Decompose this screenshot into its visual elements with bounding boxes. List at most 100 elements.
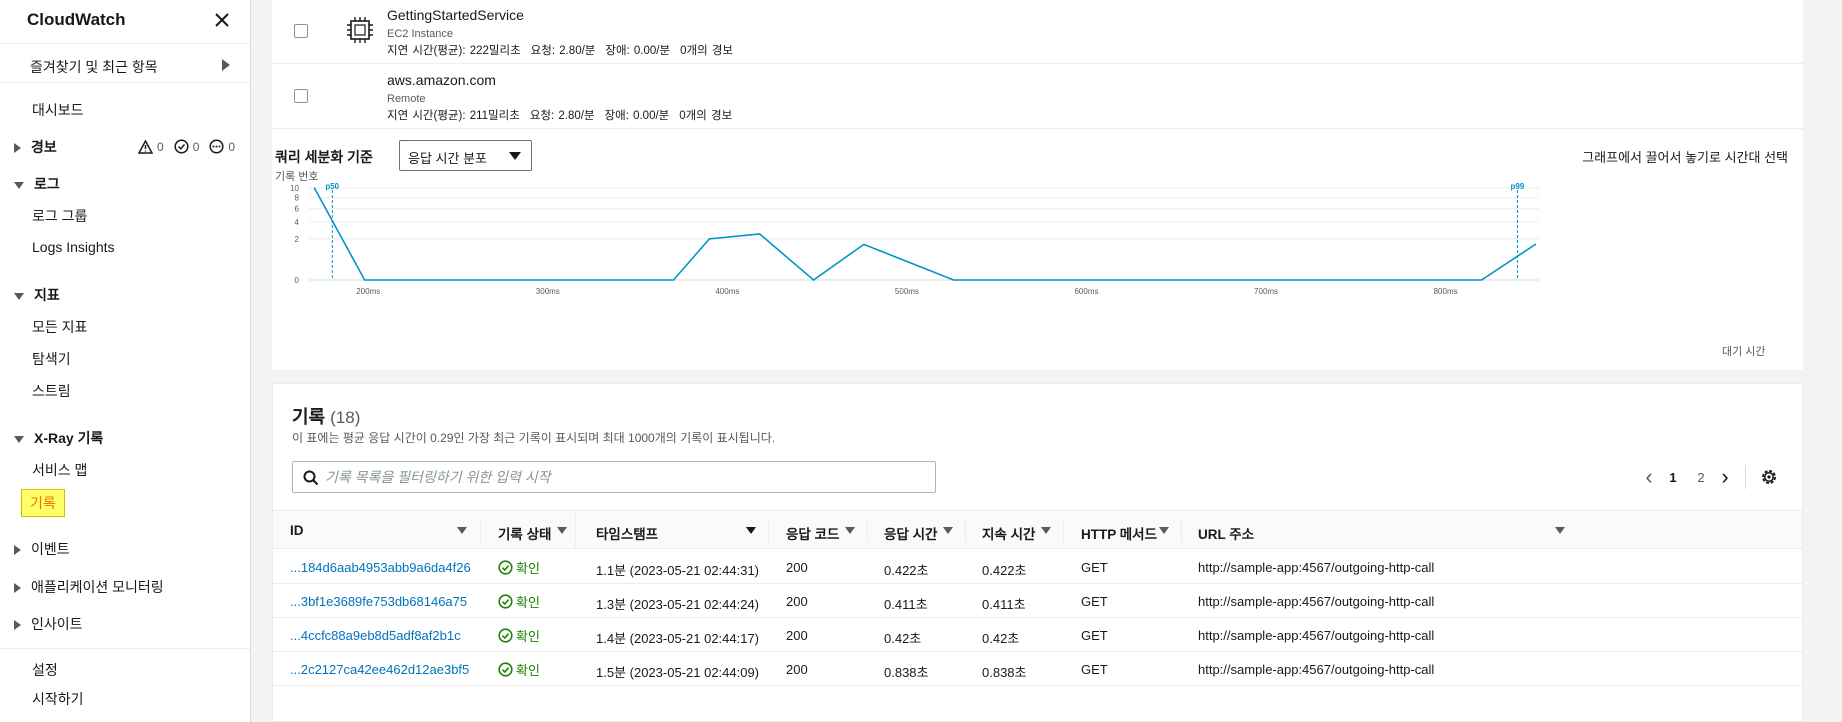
pagination: ‹ 1 2 › xyxy=(1639,462,1802,492)
node-checkbox[interactable] xyxy=(294,89,308,103)
traces-title: 기록 (18) xyxy=(292,403,360,429)
trace-status: 확인 xyxy=(498,626,540,645)
page-1[interactable]: 1 xyxy=(1669,469,1677,485)
sidebar-section-metrics[interactable]: 지표 xyxy=(14,285,60,305)
traces-title-text: 기록 xyxy=(292,407,326,427)
graph-y-label: 기록 번호 xyxy=(275,171,319,183)
sidebar-section-events[interactable]: 이벤트 xyxy=(14,539,70,559)
sidebar-section-insights[interactable]: 인사이트 xyxy=(14,614,83,634)
divider xyxy=(0,43,250,44)
sidebar: CloudWatch 즐겨찾기 및 최근 항목 대시보드 경보 0 0 0 로그… xyxy=(0,0,251,722)
status-ok-icon xyxy=(498,662,513,677)
trace-status: 확인 xyxy=(498,558,540,577)
y-tick-label: 4 xyxy=(295,218,300,227)
trace-url: http://sample-app:4567/outgoing-http-cal… xyxy=(1198,662,1435,677)
col-id[interactable]: ID xyxy=(290,523,304,538)
caret-down-icon xyxy=(14,181,24,189)
divider xyxy=(0,82,250,83)
search-icon xyxy=(303,470,319,486)
column-separator xyxy=(965,520,966,542)
gear-icon[interactable] xyxy=(1760,468,1778,486)
col-status[interactable]: 기록 상태 xyxy=(498,527,552,542)
page-2[interactable]: 2 xyxy=(1697,469,1705,485)
y-tick-label: 2 xyxy=(295,235,300,244)
data-point xyxy=(758,233,761,235)
sort-icon[interactable] xyxy=(943,527,953,534)
sidebar-section-logs[interactable]: 로그 xyxy=(14,174,60,194)
node-type: Remote xyxy=(387,93,426,105)
prev-page-icon[interactable]: ‹ xyxy=(1645,464,1653,489)
sidebar-item-service-map[interactable]: 서비스 맵 xyxy=(32,462,88,478)
response-time-chart[interactable]: 108 6 4 2 0 200ms 300ms 400ms 500ms 600ms 700ms 800… xyxy=(272,180,1803,355)
node-checkbox[interactable] xyxy=(294,24,308,38)
node-stats: 지연 시간(평균): 222밀리초 요청: 2.80/분 장애: 0.00/분 0개의… xyxy=(387,42,743,58)
column-separator xyxy=(480,520,481,542)
alarm-count: 0 xyxy=(157,139,164,154)
sidebar-section-app-monitoring[interactable]: 애플리케이션 모니터링 xyxy=(14,577,164,597)
sidebar-item-all-metrics[interactable]: 모든 지표 xyxy=(32,319,88,335)
table-row[interactable]: ...4ccfc88a9eb8d5adf8af2b1c 확인 1.4분 (2023-… xyxy=(273,618,1802,652)
col-response-time[interactable]: 응답 시간 xyxy=(884,527,938,542)
favorites-arrow-icon[interactable] xyxy=(222,59,230,71)
table-row[interactable]: ...184d6aab4953abb9a6da4f26 확인 1.1분 (2023-… xyxy=(273,550,1802,584)
trace-id-link[interactable]: ...3bf1e3689fe753db68146a75 xyxy=(290,594,468,609)
sidebar-item-getting-started[interactable]: 시작하기 xyxy=(32,691,84,707)
trace-filter-field[interactable] xyxy=(292,461,936,493)
sidebar-item-logs-insights[interactable]: Logs Insights xyxy=(32,239,115,255)
y-tick-label: 6 xyxy=(295,205,300,214)
trace-id-link[interactable]: ...2c2127ca42ee462d12ae3bf5 xyxy=(290,662,470,677)
data-point xyxy=(952,279,955,281)
sort-icon[interactable] xyxy=(1041,527,1051,534)
data-point xyxy=(1534,243,1537,246)
sort-desc-icon[interactable] xyxy=(746,527,756,534)
trace-duration: 0.838초 xyxy=(982,665,1027,680)
node-alarms: 0개의 경보 xyxy=(679,110,733,122)
sidebar-item-traces[interactable]: 기록 xyxy=(21,489,65,517)
status-ok-icon xyxy=(498,560,513,575)
node-requests: 요청: 2.80/분 xyxy=(529,110,595,122)
table-row[interactable]: ...2c2127ca42ee462d12ae3bf5 확인 1.5분 (2023-… xyxy=(273,652,1802,686)
trace-id-link[interactable]: ...184d6aab4953abb9a6da4f26 xyxy=(290,560,471,575)
caret-right-icon xyxy=(14,583,21,594)
main-content: GettingStartedService EC2 Instance 지연 시간… xyxy=(252,0,1825,722)
trace-response-time: 0.411초 xyxy=(884,597,928,612)
next-page-icon[interactable]: › xyxy=(1721,464,1729,489)
col-duration[interactable]: 지속 시간 xyxy=(982,527,1036,542)
sidebar-item-dashboards[interactable]: 대시보드 xyxy=(32,102,84,118)
query-refine-select[interactable]: 응답 시간 분포 xyxy=(399,140,532,171)
graph-x-label: 대기 시간 xyxy=(1722,346,1766,358)
column-separator xyxy=(575,511,576,549)
sort-icon[interactable] xyxy=(1555,527,1565,534)
marker-label-p50: p50 xyxy=(325,182,339,191)
trace-filter-input[interactable] xyxy=(325,467,925,487)
caret-down-icon xyxy=(14,292,24,300)
node-row: aws.amazon.com Remote 지연 시간(평균): 211밀리초 요… xyxy=(272,65,1803,129)
trace-id-link[interactable]: ...4ccfc88a9eb8d5adf8af2b1c xyxy=(290,628,461,643)
sort-icon[interactable] xyxy=(557,527,567,534)
sidebar-section-xray[interactable]: X-Ray 기록 xyxy=(14,428,103,448)
col-url[interactable]: URL 주소 xyxy=(1198,527,1255,542)
table-row[interactable]: ...3bf1e3689fe753db68146a75 확인 1.3분 (2023-… xyxy=(273,584,1802,618)
sidebar-item-streams[interactable]: 스트림 xyxy=(32,383,71,399)
sidebar-item-settings[interactable]: 설정 xyxy=(32,662,58,678)
sidebar-section-alarms[interactable]: 경보 xyxy=(14,137,57,157)
close-icon[interactable] xyxy=(212,10,232,30)
sidebar-item-log-groups[interactable]: 로그 그룹 xyxy=(32,208,88,224)
caret-right-icon xyxy=(14,545,21,556)
x-tick-label: 500ms xyxy=(895,287,919,296)
sidebar-favorites[interactable]: 즐겨찾기 및 최근 항목 xyxy=(30,59,158,75)
series-line[interactable] xyxy=(313,187,1536,282)
trace-timestamp: 1.5분 (2023-05-21 02:44:09) xyxy=(596,665,760,680)
data-point xyxy=(313,187,316,189)
trace-duration: 0.42초 xyxy=(982,631,1020,646)
marker-label-p99: p99 xyxy=(1510,182,1524,191)
data-point xyxy=(863,243,865,246)
sort-icon[interactable] xyxy=(1159,527,1169,534)
alarm-warning-icon xyxy=(138,139,153,154)
sort-icon[interactable] xyxy=(845,527,855,534)
sidebar-item-explorer[interactable]: 탐색기 xyxy=(32,351,71,367)
sort-icon[interactable] xyxy=(457,527,467,534)
col-http-method[interactable]: HTTP 메서드 xyxy=(1081,527,1158,542)
col-response-code[interactable]: 응답 코드 xyxy=(786,527,840,542)
col-timestamp[interactable]: 타임스탬프 xyxy=(596,527,659,542)
